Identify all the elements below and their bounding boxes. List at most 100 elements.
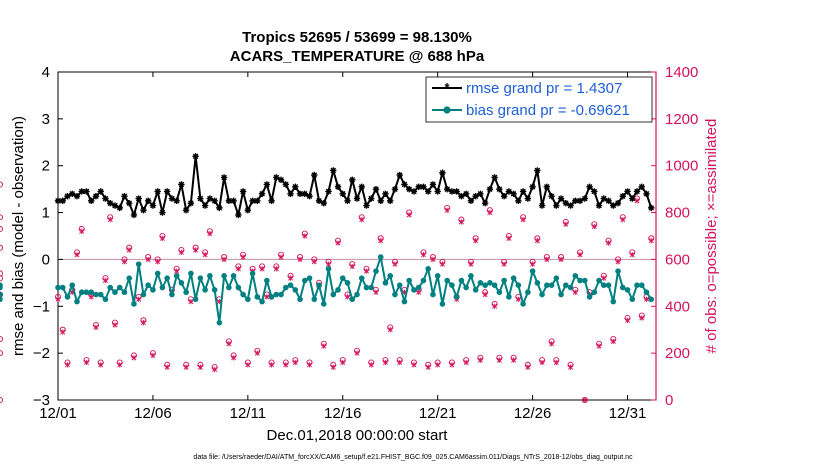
rmse-point <box>363 202 370 209</box>
obs-assimilated-point <box>420 252 426 258</box>
obs-assimilated-point <box>416 289 422 295</box>
bias-point <box>145 282 151 289</box>
rmse-point <box>154 188 161 195</box>
bias-point <box>226 284 232 291</box>
bias-point <box>548 282 555 289</box>
obs-assimilated-point <box>344 294 351 300</box>
rmse-point <box>500 192 508 200</box>
rmse-point <box>624 188 631 195</box>
bias-point <box>268 294 275 300</box>
x-tick-label: 12/31 <box>609 405 647 422</box>
rmse-point <box>543 183 551 190</box>
obs-assimilated-point <box>340 359 346 366</box>
plot-area <box>0 72 657 404</box>
bias-point <box>188 270 194 277</box>
y-tick-label: 1 <box>42 205 50 222</box>
rmse-point <box>377 197 384 205</box>
bias-point <box>449 282 455 289</box>
bias-point <box>230 273 237 279</box>
bias-point <box>140 291 147 298</box>
bias-point <box>287 282 294 289</box>
obs-assimilated-point <box>477 357 483 363</box>
bias-point <box>159 284 166 291</box>
obs-assimilated-point <box>601 275 607 281</box>
obs-assimilated-point <box>178 249 184 256</box>
rmse-point <box>481 200 489 207</box>
obs-assimilated-point <box>591 223 597 230</box>
obs-assimilated-point <box>283 362 289 368</box>
rmse-point <box>605 197 612 205</box>
bias-point <box>97 291 104 298</box>
y-axis-right: 0 200 400 600 800 1000 1200 1400 <box>651 64 698 409</box>
obs-assimilated-point <box>221 256 227 263</box>
obs-assimilated-point <box>425 364 431 370</box>
obs-assimilated-point <box>629 252 635 258</box>
obs-assimilated-point <box>482 291 488 298</box>
bias-point <box>273 291 280 298</box>
obs-assimilated-point <box>368 362 374 368</box>
rmse-point <box>529 183 536 190</box>
bias-point <box>534 280 541 286</box>
rmse-point <box>116 204 123 212</box>
bias-point <box>349 296 356 303</box>
rmse-point <box>88 197 95 205</box>
obs-assimilated-point <box>359 216 365 223</box>
rmse-point <box>429 181 437 188</box>
y2-tick-label: 600 <box>665 251 690 268</box>
rmse-point <box>320 200 327 207</box>
obs-assimilated-point <box>397 359 403 366</box>
rmse-point <box>538 202 546 209</box>
bias-point <box>0 282 3 288</box>
bias-point <box>254 294 261 300</box>
bias-point <box>396 282 403 289</box>
rmse-point <box>344 197 351 205</box>
obs-assimilated-point <box>468 261 474 267</box>
obs-assimilated-point <box>473 238 479 244</box>
bias-series <box>0 254 655 326</box>
bias-point <box>430 291 436 298</box>
rmse-point <box>581 195 589 202</box>
bias-point <box>563 282 569 289</box>
rmse-point <box>201 202 209 209</box>
bias-point <box>377 254 384 260</box>
bias-point <box>301 277 308 284</box>
rmse-point <box>83 188 90 195</box>
obs-assimilated-point <box>596 343 602 349</box>
obs-assimilated-point <box>392 261 398 267</box>
obs-assimilated-point <box>568 364 574 370</box>
bias-point <box>116 284 123 291</box>
obs-assimilated-point <box>259 266 265 272</box>
rmse-point <box>249 197 256 205</box>
obs-assimilated-point <box>93 324 99 331</box>
y2-tick-label: 200 <box>665 345 690 362</box>
bias-point <box>434 273 441 279</box>
obs-assimilated-point <box>326 261 332 267</box>
rmse-point <box>277 176 285 183</box>
rmse-point <box>553 202 560 209</box>
rmse-point <box>406 185 413 193</box>
rmse-point <box>458 192 465 200</box>
rmse-point <box>97 188 104 195</box>
rmse-point <box>235 211 242 219</box>
legend-box <box>425 76 653 123</box>
rmse-point <box>462 190 470 198</box>
obs-assimilated-point <box>349 263 355 270</box>
bias-point <box>577 277 583 284</box>
obs-possible-point <box>0 336 4 343</box>
x-tick-label: 12/26 <box>514 405 552 422</box>
bias-point <box>444 277 450 284</box>
bias-point <box>335 287 341 293</box>
bias-point <box>491 282 498 289</box>
obs-assimilated-point <box>231 355 237 361</box>
bias-point <box>468 273 474 279</box>
y2-tick-label: 0 <box>665 392 673 409</box>
bias-point <box>382 280 389 286</box>
obs-assimilated-point <box>159 235 165 241</box>
rmse-point <box>439 169 446 176</box>
rmse-point <box>424 188 432 195</box>
bias-point <box>0 296 3 303</box>
obs-assimilated-point <box>207 231 213 237</box>
bias-point <box>615 268 621 274</box>
bias-point <box>600 282 607 289</box>
obs-assimilated-point <box>620 216 626 223</box>
